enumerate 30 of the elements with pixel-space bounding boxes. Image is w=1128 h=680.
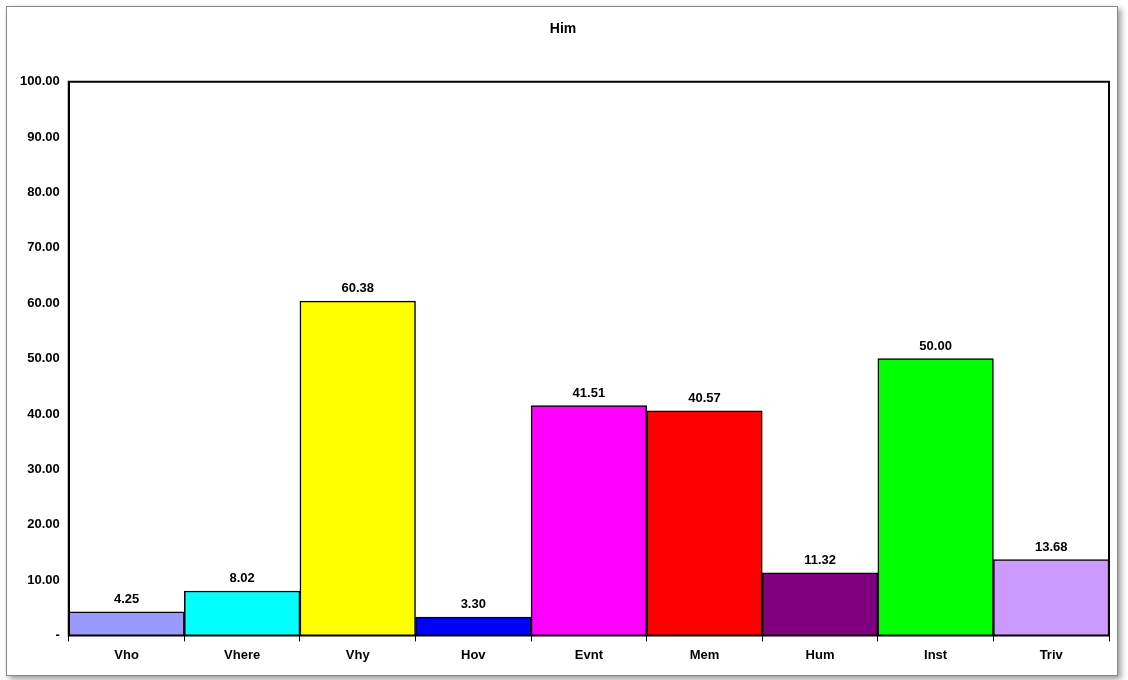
y-tick-label: 90.00: [27, 128, 60, 144]
x-tick-label: Mem: [689, 646, 720, 662]
y-tick-label: 40.00: [27, 405, 60, 421]
y-tick-label: 30.00: [27, 460, 60, 476]
data-label: 4.25: [113, 590, 140, 606]
data-label: 50.00: [919, 337, 952, 353]
y-tick-label: 60.00: [27, 294, 60, 310]
chart-title: Him: [549, 20, 577, 37]
x-tick-label: Vho: [114, 646, 139, 662]
y-tick-label: 70.00: [27, 239, 60, 255]
x-tick-label: Hum: [805, 646, 835, 662]
y-tick-label: 10.00: [27, 571, 60, 587]
x-tick-label: Evnt: [574, 646, 604, 662]
data-label: 8.02: [229, 570, 255, 586]
x-tick-label: Inst: [924, 646, 948, 662]
x-tick-label: Vhy: [345, 646, 371, 662]
data-label: 60.38: [341, 280, 374, 296]
y-tick-label: 20.00: [27, 516, 60, 532]
y-tick-label: 50.00: [27, 350, 60, 366]
y-tick-label: 80.00: [27, 184, 60, 200]
data-label: 3.30: [460, 596, 486, 612]
y-tick-label: -: [55, 626, 60, 642]
data-label: 13.68: [1034, 538, 1068, 554]
data-label: 40.57: [688, 389, 721, 405]
x-tick-label: Triv: [1039, 646, 1064, 662]
y-tick-label: 100.00: [20, 73, 60, 89]
x-tick-label: Vhere: [224, 646, 261, 662]
data-label: 41.51: [572, 384, 606, 400]
data-label: 11.32: [804, 551, 836, 567]
x-tick-label: Hov: [461, 646, 487, 662]
